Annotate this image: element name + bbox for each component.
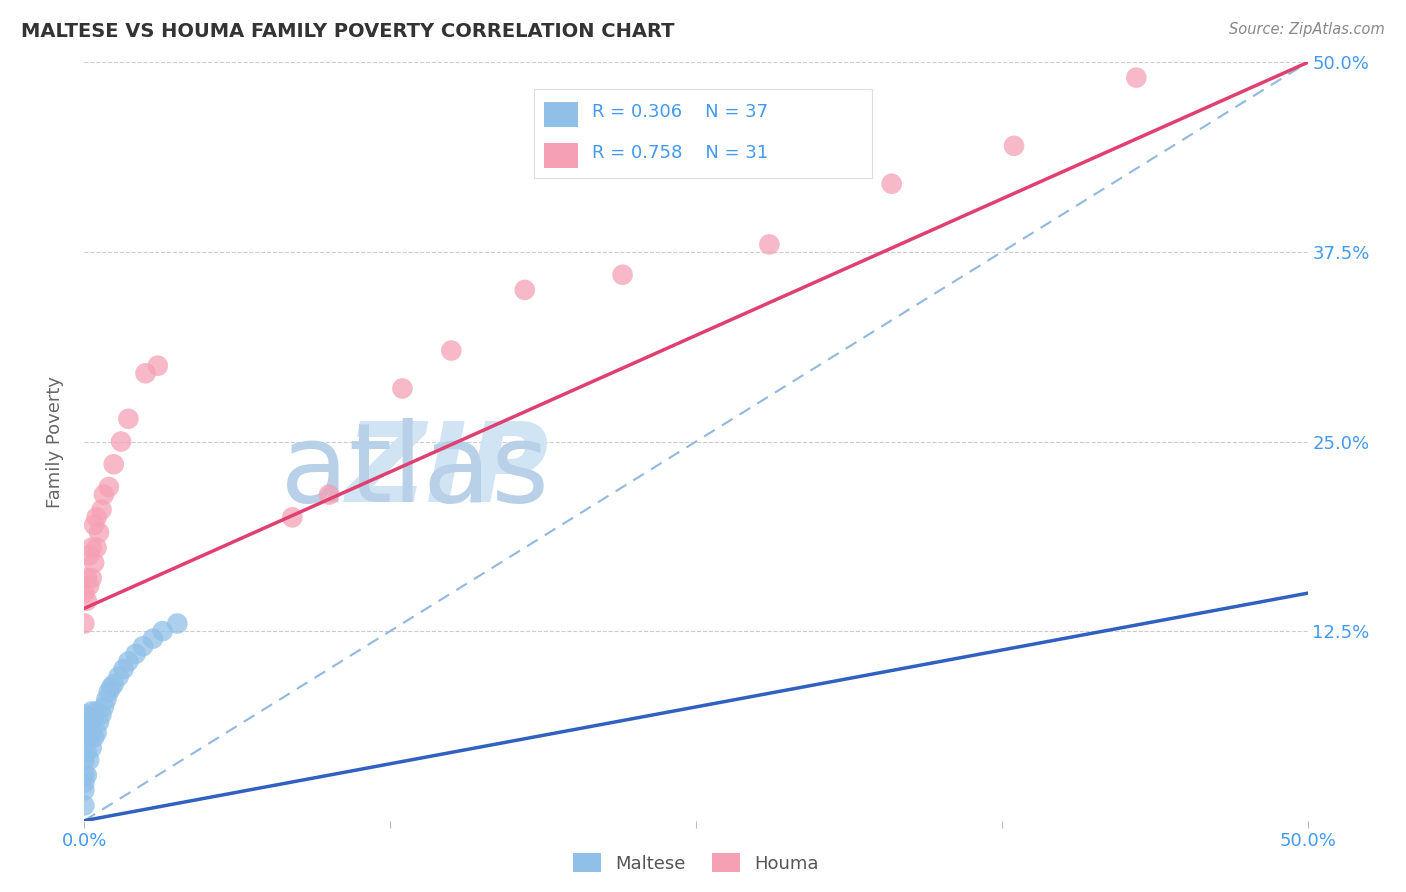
Text: ZIP: ZIP: [346, 418, 550, 525]
Point: [73, 723, 96, 737]
Point: [90, 503, 112, 517]
Text: R = 0.306    N = 37: R = 0.306 N = 37: [592, 103, 768, 121]
Point: [77, 730, 100, 744]
Point: [90, 707, 112, 722]
Point: [76, 730, 98, 744]
Bar: [544, 143, 578, 168]
Point: [76, 768, 98, 782]
Point: [117, 655, 139, 669]
Point: [97, 480, 120, 494]
Point: [76, 715, 98, 730]
Point: [513, 283, 536, 297]
Bar: [544, 102, 578, 127]
Point: [758, 237, 780, 252]
Point: [83, 556, 105, 570]
Point: [612, 268, 634, 282]
Point: [1125, 70, 1147, 85]
Point: [112, 662, 135, 676]
Point: [125, 647, 148, 661]
Point: [73, 776, 96, 790]
Point: [93, 487, 115, 501]
Point: [86, 510, 108, 524]
Point: [73, 783, 96, 797]
Point: [80, 541, 103, 555]
Y-axis label: Family Poverty: Family Poverty: [45, 376, 63, 508]
Point: [132, 639, 155, 653]
Point: [76, 571, 98, 585]
Text: atlas: atlas: [139, 418, 550, 525]
Point: [117, 412, 139, 426]
Point: [86, 725, 108, 739]
Text: MALTESE VS HOUMA FAMILY POVERTY CORRELATION CHART: MALTESE VS HOUMA FAMILY POVERTY CORRELAT…: [21, 22, 675, 41]
Legend: Maltese, Houma: Maltese, Houma: [567, 846, 825, 880]
Point: [83, 730, 105, 744]
Point: [87, 525, 110, 540]
Text: Source: ZipAtlas.com: Source: ZipAtlas.com: [1229, 22, 1385, 37]
Point: [80, 705, 103, 719]
Point: [96, 692, 118, 706]
Point: [76, 594, 98, 608]
Point: [97, 685, 120, 699]
Point: [107, 669, 129, 683]
Point: [142, 632, 165, 646]
Point: [440, 343, 463, 358]
Point: [83, 517, 105, 532]
Point: [73, 768, 96, 782]
Point: [281, 510, 304, 524]
Point: [318, 487, 340, 501]
Point: [76, 746, 98, 760]
Point: [73, 738, 96, 752]
Point: [77, 753, 100, 767]
Point: [73, 798, 96, 813]
Point: [103, 458, 125, 472]
Point: [110, 434, 132, 449]
Point: [73, 616, 96, 631]
Point: [146, 359, 169, 373]
Point: [86, 705, 108, 719]
Point: [103, 677, 125, 691]
Point: [73, 707, 96, 722]
Point: [391, 382, 413, 396]
Point: [87, 715, 110, 730]
Point: [77, 548, 100, 563]
Point: [83, 710, 105, 724]
Point: [80, 725, 103, 739]
Point: [93, 699, 115, 714]
Point: [1002, 138, 1025, 153]
Point: [73, 586, 96, 600]
Point: [73, 753, 96, 767]
Point: [80, 740, 103, 755]
Point: [77, 579, 100, 593]
Point: [86, 541, 108, 555]
Point: [135, 366, 157, 380]
Point: [166, 616, 188, 631]
Text: R = 0.758    N = 31: R = 0.758 N = 31: [592, 145, 768, 162]
Point: [100, 680, 122, 694]
Point: [77, 710, 100, 724]
Point: [152, 624, 174, 639]
Point: [880, 177, 903, 191]
Point: [80, 571, 103, 585]
